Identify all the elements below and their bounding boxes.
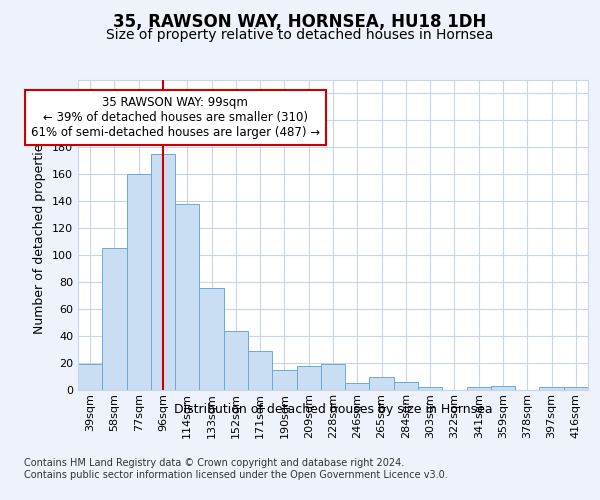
Bar (272, 370, 296, 390)
Text: Contains public sector information licensed under the Open Government Licence v3: Contains public sector information licen… (24, 470, 448, 480)
Text: Size of property relative to detached houses in Hornsea: Size of property relative to detached ho… (106, 28, 494, 42)
Text: 35 RAWSON WAY: 99sqm
← 39% of detached houses are smaller (310)
61% of semi-deta: 35 RAWSON WAY: 99sqm ← 39% of detached h… (31, 96, 320, 139)
Text: 35, RAWSON WAY, HORNSEA, HU18 1DH: 35, RAWSON WAY, HORNSEA, HU18 1DH (113, 12, 487, 30)
Bar (199, 288, 224, 390)
Bar (467, 388, 491, 390)
Bar (78, 364, 102, 390)
Bar (296, 366, 321, 390)
Text: Contains HM Land Registry data © Crown copyright and database right 2024.: Contains HM Land Registry data © Crown c… (24, 458, 404, 468)
Bar (394, 382, 418, 390)
Bar (539, 388, 564, 390)
Bar (418, 388, 442, 390)
Bar (345, 384, 370, 390)
Bar (564, 388, 588, 390)
Bar (224, 330, 248, 390)
Bar (370, 376, 394, 390)
Bar (321, 364, 345, 390)
Bar (491, 386, 515, 390)
Bar (127, 174, 151, 390)
Bar (248, 351, 272, 390)
Bar (102, 248, 127, 390)
Y-axis label: Number of detached properties: Number of detached properties (34, 136, 46, 334)
Bar (151, 154, 175, 390)
Bar (175, 204, 199, 390)
Text: Distribution of detached houses by size in Hornsea: Distribution of detached houses by size … (173, 402, 493, 415)
